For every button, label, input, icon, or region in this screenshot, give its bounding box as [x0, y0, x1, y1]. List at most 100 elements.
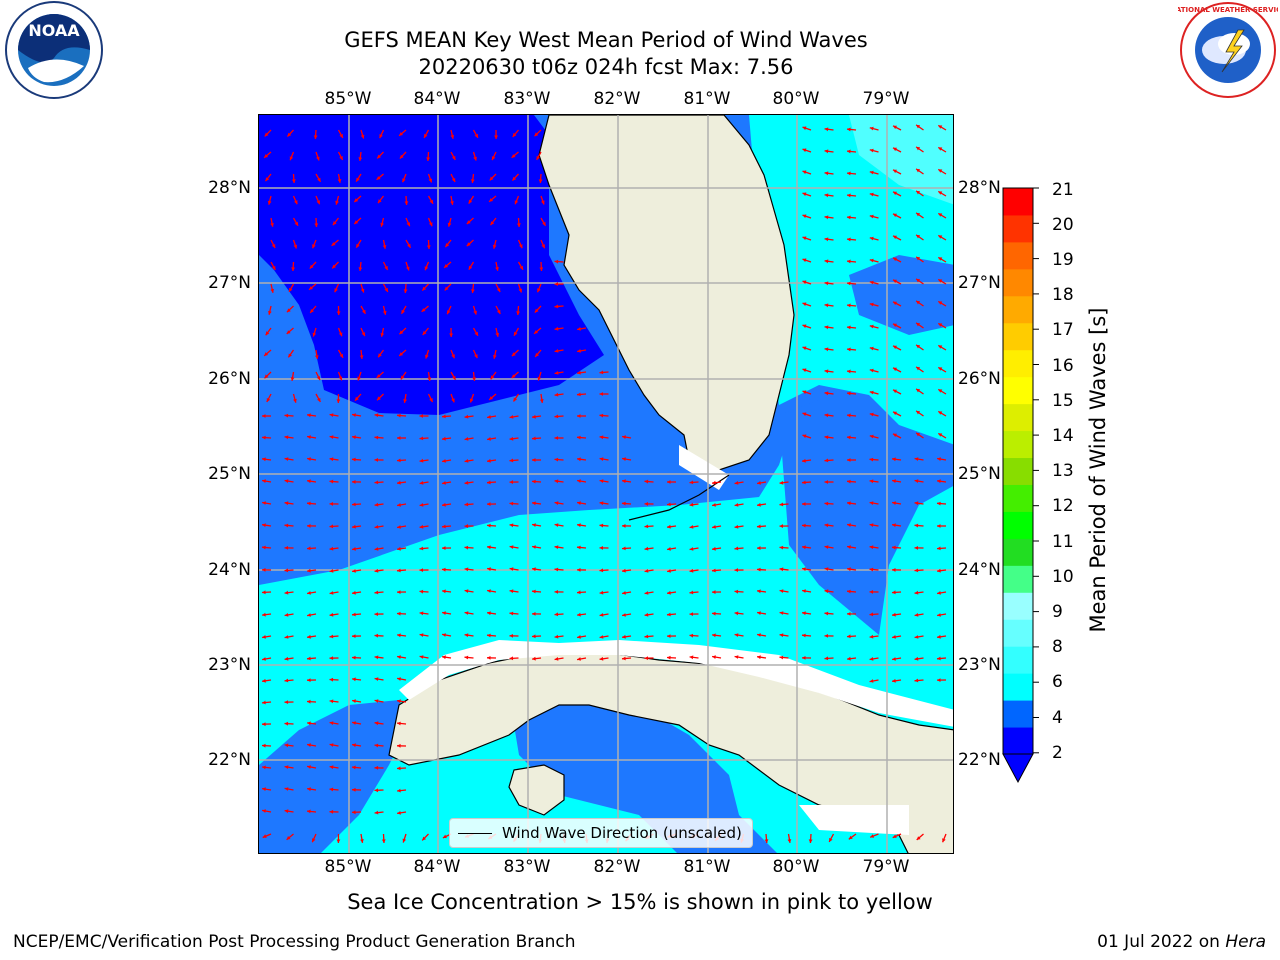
- wind-wave-arrowhead: [892, 834, 897, 838]
- wind-wave-arrowhead: [452, 375, 456, 380]
- wind-wave-arrowhead: [577, 590, 581, 595]
- bottom-lon-label: 80°W: [772, 857, 820, 877]
- wind-wave-arrowhead: [536, 155, 540, 160]
- wind-wave-arrowhead: [421, 308, 426, 312]
- wind-wave-arrowhead: [644, 656, 648, 660]
- wind-wave-arrowhead: [937, 457, 941, 461]
- nws-logo-text: NATIONAL WEATHER SERVICE: [1178, 6, 1278, 14]
- wind-wave-arrowhead: [262, 501, 266, 505]
- wind-wave-arrowhead: [464, 437, 469, 441]
- wind-wave-arrowhead: [847, 589, 851, 594]
- wind-wave-arrowhead: [847, 171, 851, 176]
- wind-wave-arrowhead: [284, 457, 289, 461]
- wind-wave-arrowhead: [262, 635, 266, 639]
- wind-wave-arrowhead: [464, 524, 468, 528]
- wind-wave-arrowhead: [802, 280, 807, 285]
- wind-wave-arrowhead: [397, 743, 401, 748]
- wind-wave-arrowhead: [938, 433, 943, 437]
- wind-wave-arrowhead: [824, 480, 828, 484]
- wind-wave-arrowhead: [264, 374, 269, 379]
- colorbar-segment: [1003, 646, 1033, 674]
- wind-wave-arrowhead: [284, 809, 289, 814]
- wind-wave-arrowhead: [329, 569, 334, 573]
- wind-wave-arrowhead: [429, 398, 433, 403]
- wind-wave-arrowhead: [407, 243, 411, 248]
- wind-wave-arrowhead: [310, 309, 314, 313]
- colorbar-tick-label: 11: [1052, 532, 1074, 552]
- wind-wave-arrowhead: [802, 502, 806, 506]
- top-lon-label: 85°W: [324, 89, 372, 109]
- wind-wave-arrowhead: [466, 242, 471, 247]
- wind-wave-arrowhead: [338, 376, 343, 381]
- wind-wave-arrowhead: [270, 288, 275, 293]
- wind-wave-arrowhead: [824, 215, 829, 220]
- wind-wave-arrowhead: [352, 435, 356, 440]
- wind-wave-arrowhead: [442, 459, 446, 463]
- wind-wave-arrowhead: [532, 414, 536, 419]
- wind-wave-arrows: [261, 124, 947, 844]
- ocean-mid-blue-region: [849, 255, 953, 335]
- wind-wave-arrowhead: [470, 179, 475, 183]
- wind-wave-arrowhead: [271, 244, 276, 248]
- wind-wave-arrowhead: [893, 389, 897, 394]
- wind-wave-arrowhead: [532, 458, 536, 462]
- wind-wave-arrowhead: [312, 332, 317, 337]
- wind-wave-arrowhead: [307, 809, 311, 814]
- wind-wave-arrowhead: [262, 809, 266, 813]
- wind-wave-arrowhead: [358, 267, 363, 271]
- wind-wave-arrowhead: [355, 396, 359, 401]
- wind-wave-arrowhead: [307, 678, 311, 682]
- bottom-lon-label: 81°W: [683, 857, 731, 877]
- wind-wave-arrowhead: [352, 765, 356, 770]
- wind-wave-arrowhead: [262, 568, 266, 572]
- top-lon-label: 84°W: [413, 89, 461, 109]
- wind-wave-arrowhead: [262, 722, 266, 727]
- wind-wave-arrowhead: [511, 352, 516, 357]
- wind-wave-arrowhead: [893, 169, 897, 174]
- wind-wave-arrowhead: [487, 415, 491, 419]
- wind-wave-arrowhead: [847, 634, 851, 639]
- wind-wave-arrowhead: [622, 568, 626, 573]
- wind-wave-arrowhead: [425, 354, 429, 359]
- no-data-fringe: [799, 805, 909, 835]
- wind-wave-arrowhead: [466, 220, 471, 224]
- colorbar-segment: [1003, 268, 1033, 297]
- wind-wave-arrowhead: [554, 457, 559, 462]
- wind-wave-arrowhead: [937, 678, 941, 682]
- wind-wave-arrowhead: [286, 836, 291, 840]
- wind-wave-arrowhead: [938, 367, 943, 371]
- wind-wave-arrowhead: [314, 223, 319, 227]
- wind-wave-arrowhead: [824, 589, 829, 594]
- wind-wave-arrowhead: [847, 149, 851, 154]
- wind-wave-arrowhead: [519, 244, 523, 249]
- wind-wave-arrowhead: [554, 567, 559, 572]
- wind-wave-arrowhead: [554, 436, 558, 440]
- wind-wave-arrowhead: [667, 502, 671, 507]
- wind-wave-arrowhead: [667, 480, 671, 484]
- wind-wave-arrowhead: [268, 311, 272, 315]
- wind-wave-arrowhead: [847, 193, 851, 198]
- colorbar-tick-label: 20: [1052, 215, 1074, 235]
- wind-wave-arrowhead: [374, 435, 379, 440]
- wind-wave-arrowhead: [869, 170, 874, 175]
- colorbar-segment: [1003, 376, 1033, 405]
- wind-wave-arrowhead: [938, 411, 943, 415]
- wind-wave-arrowhead: [534, 308, 539, 313]
- wind-wave-arrowhead: [532, 634, 536, 639]
- wind-wave-arrowhead: [307, 568, 311, 573]
- wind-wave-arrowhead: [622, 613, 626, 617]
- wind-wave-arrowhead: [509, 480, 513, 484]
- wind-wave-arrowhead: [869, 567, 874, 572]
- wind-wave-arrowhead: [284, 678, 289, 683]
- wind-wave-arrowhead: [382, 245, 387, 249]
- wind-wave-arrowhead: [938, 191, 943, 195]
- wind-wave-arrowhead: [577, 545, 581, 550]
- wind-wave-arrowhead: [916, 322, 921, 327]
- wind-wave-arrowhead: [329, 699, 334, 704]
- wind-wave-arrowhead: [356, 177, 360, 182]
- colorbar-tick-label: 4: [1052, 708, 1063, 728]
- wind-wave-arrowhead: [352, 677, 356, 682]
- wind-wave-arrowhead: [267, 200, 272, 205]
- wind-wave-arrowhead: [802, 170, 807, 175]
- wind-wave-arrowhead: [554, 349, 559, 353]
